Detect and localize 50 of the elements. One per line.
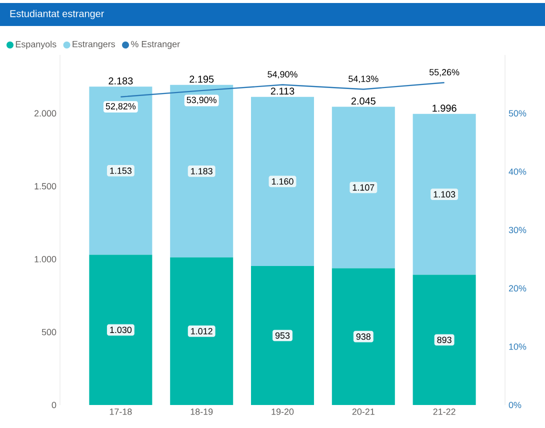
data-label: 1.030 bbox=[110, 326, 132, 334]
x-tick-label: 21-22 bbox=[433, 408, 456, 415]
y-tick-label: 1.000 bbox=[34, 256, 56, 262]
bar bbox=[89, 254, 152, 405]
legend-label: Espanyols bbox=[16, 40, 56, 50]
y-tick-label: 500 bbox=[42, 328, 56, 336]
total-label: 1.996 bbox=[432, 104, 456, 112]
bar bbox=[170, 84, 234, 258]
bar bbox=[251, 266, 314, 405]
legend-label: % Estranger bbox=[131, 40, 180, 50]
legend-label: Estrangers bbox=[72, 40, 115, 50]
y2-tick-label: 20% bbox=[508, 285, 526, 292]
bar bbox=[412, 114, 476, 275]
bar bbox=[89, 86, 152, 255]
y2-tick-label: 30% bbox=[508, 226, 526, 234]
bar bbox=[251, 96, 314, 266]
data-label: 1.107 bbox=[352, 184, 374, 191]
x-tick-label: 20-21 bbox=[352, 408, 374, 415]
data-label: 893 bbox=[437, 336, 452, 344]
x-tick-label: 17-18 bbox=[110, 408, 132, 415]
x-tick-label: 18-19 bbox=[190, 408, 213, 415]
bar bbox=[412, 274, 476, 405]
bar bbox=[170, 257, 234, 405]
y2-tick-label: 50% bbox=[508, 110, 526, 117]
data-label: 938 bbox=[356, 333, 370, 340]
y2-tick-label: 0% bbox=[508, 402, 522, 408]
y-tick-label: 2.000 bbox=[34, 110, 56, 117]
chart-title: Estudiantat estranger bbox=[10, 10, 104, 20]
data-label: 1.012 bbox=[191, 328, 212, 334]
bar bbox=[332, 268, 395, 405]
y-tick-label: 0 bbox=[52, 402, 56, 408]
y2-tick-label: 40% bbox=[508, 168, 526, 175]
data-label: 1.153 bbox=[110, 168, 132, 174]
data-label: 54,90% bbox=[268, 71, 298, 79]
data-label: 1.183 bbox=[191, 168, 212, 174]
data-label: 1.103 bbox=[434, 191, 456, 198]
total-label: 2.045 bbox=[351, 98, 376, 105]
data-label: 52,82% bbox=[106, 103, 136, 110]
total-label: 2.113 bbox=[270, 88, 294, 95]
data-label: 55,26% bbox=[429, 69, 460, 76]
y-tick-label: 1.500 bbox=[34, 183, 56, 190]
x-tick-label: 19-20 bbox=[272, 408, 294, 415]
data-label: 953 bbox=[275, 332, 290, 339]
total-label: 2.183 bbox=[108, 77, 133, 84]
data-label: 53,90% bbox=[186, 96, 216, 104]
total-label: 2.195 bbox=[190, 76, 214, 83]
data-label: 54,13% bbox=[348, 76, 378, 84]
y2-tick-label: 10% bbox=[509, 343, 526, 350]
data-label: 1.160 bbox=[272, 178, 294, 185]
bar bbox=[332, 106, 395, 268]
